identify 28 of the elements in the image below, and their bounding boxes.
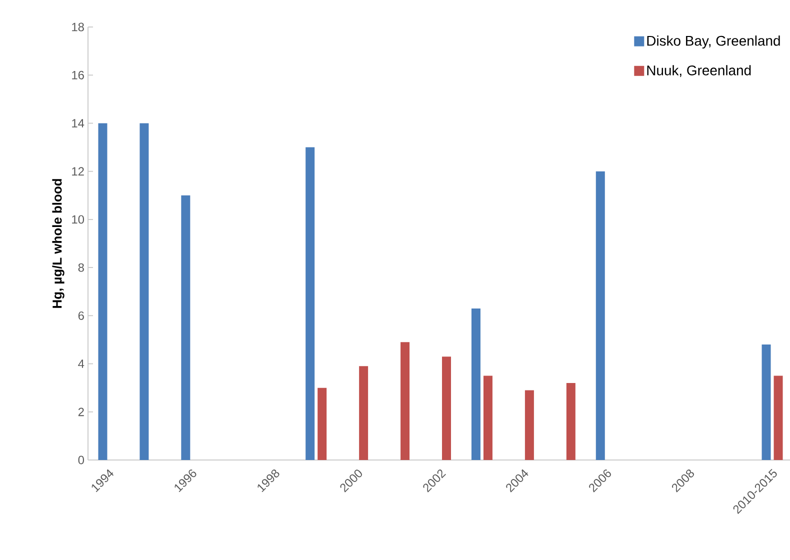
bar	[98, 123, 108, 460]
bar	[566, 383, 576, 460]
y-tick-label: 18	[72, 22, 84, 32]
y-tick-label: 14	[72, 119, 84, 128]
y-tick-label: 12	[72, 167, 84, 176]
bar	[774, 376, 783, 460]
y-tick-label: 0	[78, 456, 84, 464]
bar	[400, 342, 410, 460]
y-tick-label: 4	[78, 360, 84, 368]
y-tick-label: 8	[78, 263, 84, 272]
y-tick-label: 2	[78, 408, 84, 416]
bar	[596, 171, 605, 460]
bar	[359, 366, 368, 460]
legend-label: Disko Bay, Greenland	[647, 36, 780, 49]
bar	[306, 147, 315, 460]
y-tick-label: 6	[78, 311, 84, 320]
bar	[524, 390, 534, 460]
legend-label: Nuuk, Greenland	[647, 65, 751, 77]
bar	[318, 388, 327, 460]
bar	[483, 376, 492, 460]
bar	[471, 308, 480, 460]
bar	[762, 344, 771, 460]
bar	[181, 195, 190, 460]
y-tick-label: 16	[72, 70, 84, 80]
bar	[442, 356, 452, 460]
y-tick-label: 10	[72, 215, 84, 224]
y-axis-title: Hg, µg/L whole blood	[52, 179, 64, 308]
bar	[140, 123, 149, 460]
